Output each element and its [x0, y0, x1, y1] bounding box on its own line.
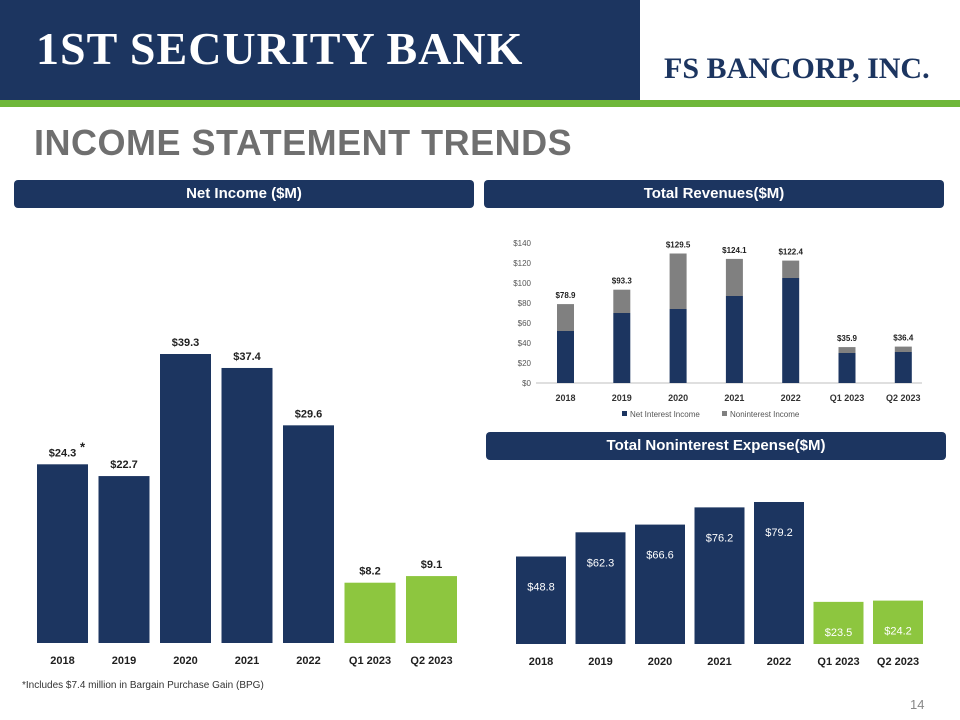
- net-income-bar: [283, 425, 334, 643]
- expense-value-label: $24.2: [884, 626, 912, 638]
- expense-category-label: 2020: [648, 656, 672, 668]
- revenue-total-label: $124.1: [722, 246, 747, 255]
- net-income-category-label: 2022: [296, 655, 320, 667]
- expense-category-label: 2021: [707, 656, 731, 668]
- revenue-category-label: Q2 2023: [886, 393, 921, 403]
- net-income-value-label: $22.7: [110, 459, 138, 471]
- revenue-bar-segment: [557, 331, 574, 383]
- revenue-category-label: 2022: [781, 393, 801, 403]
- revenue-legend-label: Net Interest Income: [630, 410, 700, 419]
- expense-value-label: $79.2: [765, 527, 793, 539]
- revenue-y-tick-label: $0: [522, 379, 531, 388]
- revenue-category-label: 2019: [612, 393, 632, 403]
- net-income-category-label: Q1 2023: [349, 655, 391, 667]
- net-income-value-label: $24.3: [49, 447, 77, 459]
- revenue-y-tick-label: $80: [518, 299, 532, 308]
- revenue-total-label: $122.4: [778, 248, 803, 257]
- net-income-annotation: *: [80, 439, 86, 454]
- expense-bar: [873, 600, 923, 644]
- revenue-total-label: $78.9: [555, 291, 576, 300]
- net-income-value-label: $29.6: [295, 408, 323, 420]
- revenue-y-tick-label: $120: [513, 259, 531, 268]
- revenue-y-tick-label: $140: [513, 239, 531, 248]
- revenue-legend-swatch: [722, 411, 727, 416]
- net-income-value-label: $39.3: [172, 337, 200, 349]
- page-title: INCOME STATEMENT TRENDS: [34, 122, 573, 163]
- revenue-bar-segment: [669, 309, 687, 383]
- net-income-bar: [406, 576, 457, 643]
- revenue-total-label: $93.3: [612, 277, 633, 286]
- revenue-category-label: 2020: [668, 393, 688, 403]
- revenue-legend-label: Noninterest Income: [730, 410, 800, 419]
- revenue-bar-segment: [838, 353, 856, 383]
- expense-bar: [694, 507, 745, 644]
- revenue-bar-segment: [894, 346, 912, 352]
- expense-category-label: Q1 2023: [817, 656, 859, 668]
- expense-value-label: $66.6: [646, 550, 674, 562]
- expense-bar: [813, 601, 864, 644]
- expense-category-label: 2022: [767, 656, 791, 668]
- revenue-bar-segment: [782, 278, 800, 383]
- expense-category-label: Q2 2023: [877, 656, 919, 668]
- net-income-category-label: Q2 2023: [410, 655, 452, 667]
- net-income-value-label: $37.4: [233, 351, 261, 363]
- net-income-value-label: $8.2: [359, 566, 380, 578]
- expense-bar: [516, 556, 566, 644]
- net-income-category-label: 2018: [50, 655, 74, 667]
- revenue-bar-segment: [613, 313, 631, 383]
- revenue-y-tick-label: $60: [518, 319, 532, 328]
- revenue-y-tick-label: $20: [518, 359, 532, 368]
- expense-value-label: $62.3: [587, 557, 615, 569]
- revenue-total-label: $35.9: [837, 334, 858, 343]
- header-banner: 1ST SECURITY BANK: [0, 0, 640, 100]
- net-income-bar: [221, 367, 273, 643]
- revenue-category-label: 2021: [724, 393, 744, 403]
- revenue-total-label: $129.5: [666, 241, 691, 250]
- expense-bar: [575, 532, 626, 644]
- expense-bar: [635, 524, 685, 644]
- revenue-category-label: 2018: [555, 393, 575, 403]
- revenue-y-tick-label: $100: [513, 279, 531, 288]
- net-income-bar: [344, 582, 396, 643]
- header-right-panel: FS BANCORP, INC.: [640, 0, 960, 100]
- fs-bancorp-logo: FS BANCORP, INC.: [664, 52, 930, 85]
- revenue-bar-segment: [613, 289, 631, 313]
- footnote: *Includes $7.4 million in Bargain Purcha…: [22, 680, 264, 691]
- revenue-bar-segment: [557, 304, 574, 331]
- expense-bar: [754, 502, 804, 644]
- expense-value-label: $48.8: [527, 582, 555, 594]
- net-income-category-label: 2021: [235, 655, 259, 667]
- net-income-bar: [98, 476, 150, 643]
- expense-value-label: $76.2: [706, 532, 734, 544]
- total-revenues-header: Total Revenues($M): [484, 180, 944, 208]
- net-income-header: Net Income ($M): [14, 180, 474, 208]
- expense-category-label: 2019: [588, 656, 612, 668]
- net-income-bar: [160, 354, 211, 643]
- revenue-bar-segment: [838, 347, 856, 353]
- revenue-legend-swatch: [622, 411, 627, 416]
- revenue-bar-segment: [669, 253, 687, 309]
- revenue-total-label: $36.4: [893, 334, 914, 343]
- expense-category-label: 2018: [529, 656, 553, 668]
- net-income-bar: [37, 464, 88, 643]
- revenue-bar-segment: [725, 258, 743, 296]
- revenue-bar-segment: [782, 260, 800, 278]
- net-income-value-label: $9.1: [421, 559, 442, 571]
- revenue-y-tick-label: $40: [518, 339, 532, 348]
- revenue-bar-segment: [725, 296, 743, 383]
- header-accent-bar: [0, 100, 960, 107]
- first-security-bank-logo: 1ST SECURITY BANK: [36, 23, 524, 74]
- expense-value-label: $23.5: [825, 627, 853, 639]
- page-number: 14: [910, 697, 925, 712]
- net-income-category-label: 2020: [173, 655, 197, 667]
- net-income-category-label: 2019: [112, 655, 136, 667]
- noninterest-expense-header: Total Noninterest Expense($M): [486, 432, 946, 460]
- revenue-bar-segment: [894, 352, 912, 383]
- revenue-category-label: Q1 2023: [830, 393, 865, 403]
